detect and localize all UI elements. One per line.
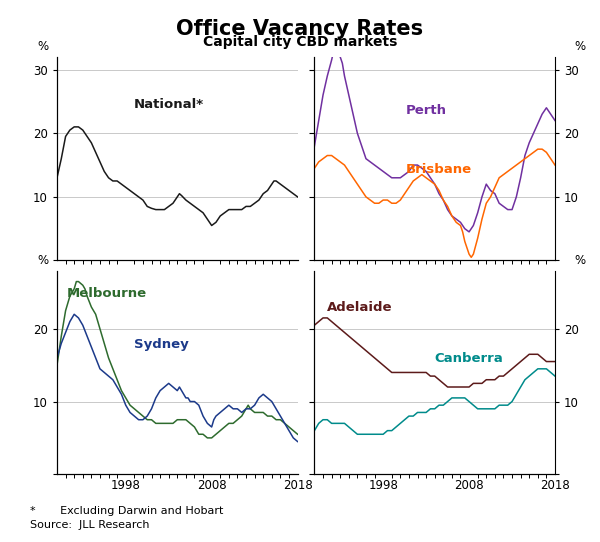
Text: Brisbane: Brisbane <box>406 163 472 176</box>
Text: Perth: Perth <box>406 104 447 117</box>
Text: %: % <box>38 40 49 53</box>
Text: Adelaide: Adelaide <box>326 301 392 314</box>
Text: National*: National* <box>134 98 204 111</box>
Text: Office Vacancy Rates: Office Vacancy Rates <box>176 19 424 39</box>
Text: Canberra: Canberra <box>435 352 503 365</box>
Text: Capital city CBD markets: Capital city CBD markets <box>203 35 397 49</box>
Text: Melbourne: Melbourne <box>67 287 147 300</box>
Text: *       Excluding Darwin and Hobart: * Excluding Darwin and Hobart <box>30 506 223 516</box>
Text: Source:  JLL Research: Source: JLL Research <box>30 520 149 530</box>
Text: %: % <box>574 254 586 267</box>
Text: Sydney: Sydney <box>134 338 189 351</box>
Text: %: % <box>574 40 586 53</box>
Text: %: % <box>38 254 49 267</box>
